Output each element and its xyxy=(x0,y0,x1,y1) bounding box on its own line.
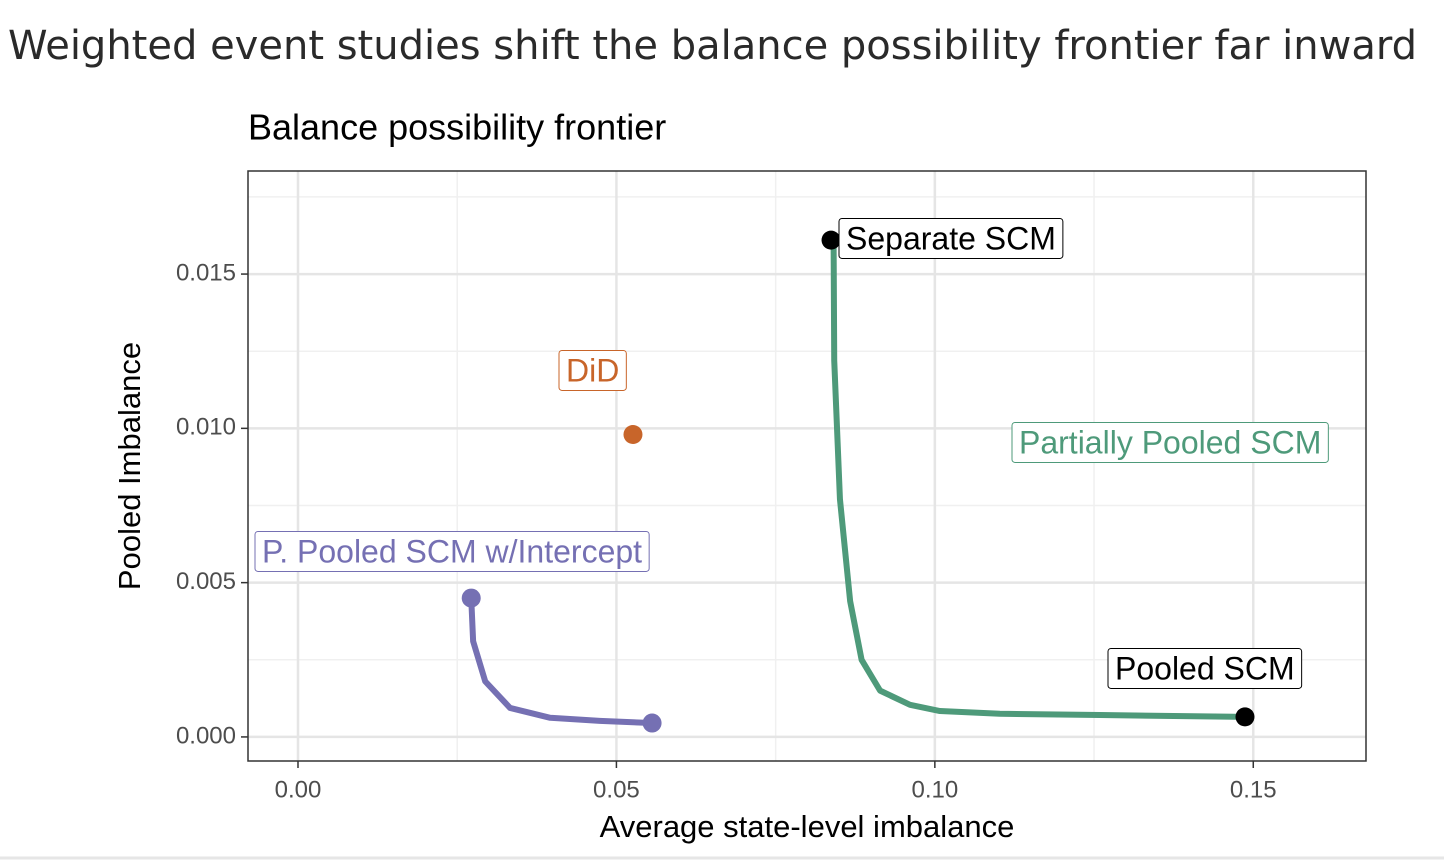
y-tick-label: 0.010 xyxy=(176,414,236,441)
point xyxy=(623,425,643,445)
slide-title: Weighted event studies shift the balance… xyxy=(8,23,1417,69)
chart-title: Balance possibility frontier xyxy=(248,107,666,148)
y-tick-label: 0.000 xyxy=(176,722,236,749)
label-box xyxy=(558,349,627,391)
x-axis-title: Average state-level imbalance xyxy=(600,809,1015,844)
label-box xyxy=(1107,647,1303,689)
y-tick-label: 0.005 xyxy=(176,568,236,595)
panel-border xyxy=(247,170,1367,762)
x-tick-label: 0.05 xyxy=(593,776,640,803)
y-tick-label: 0.015 xyxy=(176,259,236,286)
point xyxy=(1235,707,1255,727)
x-tick-label: 0.10 xyxy=(911,776,958,803)
point xyxy=(461,588,481,608)
point-label: DiD xyxy=(566,352,619,388)
point-label: P. Pooled SCM w/Intercept xyxy=(262,533,642,569)
point xyxy=(821,230,841,250)
y-axis-title: Pooled Imbalance xyxy=(112,342,147,590)
label-box xyxy=(838,217,1064,259)
x-tick-label: 0.15 xyxy=(1230,776,1277,803)
label-box xyxy=(1011,421,1329,463)
label-box xyxy=(254,530,650,572)
frontier-line xyxy=(468,595,656,727)
point-label: Separate SCM xyxy=(846,220,1056,256)
point-label: Partially Pooled SCM xyxy=(1019,424,1321,460)
frontier-line xyxy=(830,237,1248,720)
point xyxy=(642,713,662,733)
x-tick-label: 0.00 xyxy=(275,776,322,803)
point-label: Pooled SCM xyxy=(1115,650,1295,686)
